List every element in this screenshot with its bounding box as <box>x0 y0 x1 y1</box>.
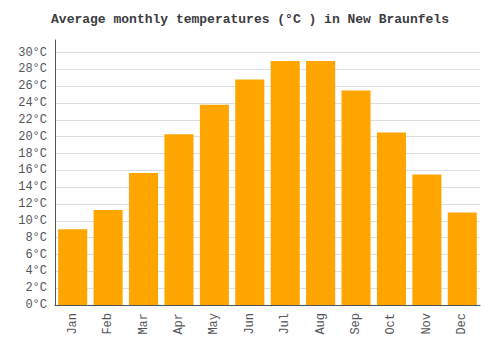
svg-text:May: May <box>207 313 221 335</box>
svg-text:Oct: Oct <box>384 313 398 335</box>
svg-text:Dec: Dec <box>455 313 469 335</box>
svg-text:16°C: 16°C <box>18 163 47 177</box>
svg-text:Average monthly temperatures (: Average monthly temperatures (°C ) in Ne… <box>51 12 449 27</box>
svg-text:Feb: Feb <box>101 313 115 335</box>
svg-text:8°C: 8°C <box>25 231 47 245</box>
svg-text:14°C: 14°C <box>18 180 47 194</box>
svg-text:Nov: Nov <box>420 313 434 335</box>
svg-text:Aug: Aug <box>314 313 328 335</box>
svg-text:2°C: 2°C <box>25 281 47 295</box>
svg-text:30°C: 30°C <box>18 46 47 60</box>
svg-text:28°C: 28°C <box>18 62 47 76</box>
svg-text:12°C: 12°C <box>18 197 47 211</box>
svg-text:24°C: 24°C <box>18 96 47 110</box>
svg-text:6°C: 6°C <box>25 248 47 262</box>
svg-text:Jan: Jan <box>66 313 80 335</box>
svg-text:18°C: 18°C <box>18 147 47 161</box>
svg-text:20°C: 20°C <box>18 130 47 144</box>
svg-text:Jul: Jul <box>278 313 292 335</box>
svg-text:Mar: Mar <box>137 313 151 335</box>
svg-text:10°C: 10°C <box>18 214 47 228</box>
svg-text:26°C: 26°C <box>18 79 47 93</box>
svg-text:Apr: Apr <box>172 313 186 335</box>
svg-text:Jun: Jun <box>243 313 257 335</box>
svg-text:Sep: Sep <box>349 313 363 335</box>
svg-text:22°C: 22°C <box>18 113 47 127</box>
svg-text:4°C: 4°C <box>25 264 47 278</box>
svg-text:0°C: 0°C <box>25 298 47 312</box>
